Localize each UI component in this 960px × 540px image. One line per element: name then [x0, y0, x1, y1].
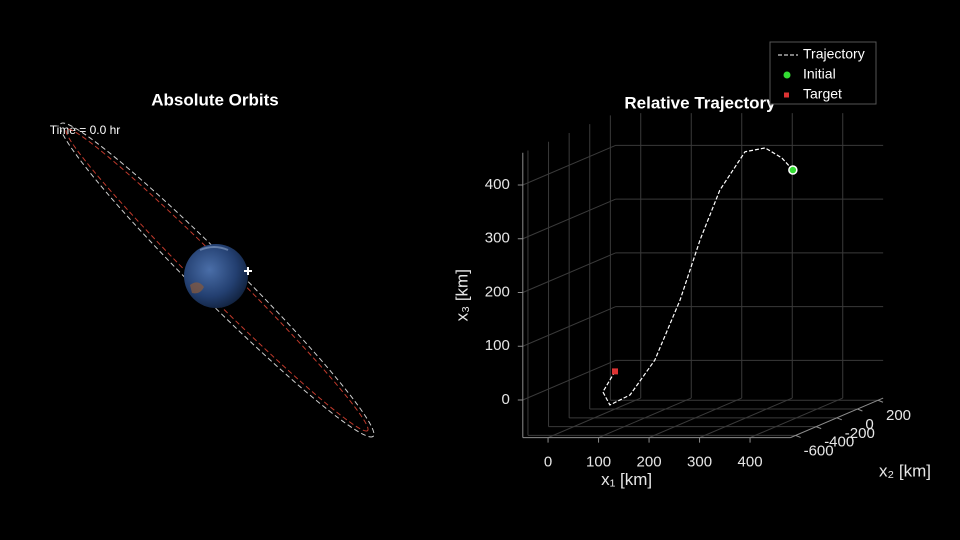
z-tick-label: 200 — [485, 283, 510, 300]
orbit-ellipse — [65, 128, 369, 432]
earth — [184, 244, 248, 308]
legend-swatch — [783, 71, 791, 79]
z-tick-label: 0 — [501, 391, 509, 408]
orbit-panel: Absolute Orbits Time = 0.0 hr — [50, 90, 375, 438]
earth-land — [190, 282, 204, 294]
target-marker — [612, 368, 618, 375]
grid-line — [522, 306, 616, 347]
trajectory-panel: Relative Trajectory 0 100 200 300 400 -600-40… — [452, 93, 931, 489]
legend-swatch — [784, 92, 789, 98]
x-tick-label: 400 — [738, 454, 763, 471]
earth-cloud — [199, 246, 229, 251]
y-tick-label: -600 — [804, 442, 834, 459]
legend-label: Initial — [803, 66, 836, 82]
grid-line — [522, 252, 616, 293]
z-axis-label: x₃ [km] — [452, 269, 471, 321]
grid-line — [522, 359, 616, 401]
y-tick — [836, 417, 842, 421]
x-tick-label: 0 — [544, 454, 552, 471]
grid-line — [522, 198, 616, 240]
legend: Trajectory Initial Target — [769, 41, 877, 105]
y-tick-label: -400 — [824, 434, 854, 451]
z-tick-label: 400 — [485, 176, 510, 193]
satellite — [244, 267, 252, 275]
legend-label: Target — [803, 86, 842, 102]
grid-line — [522, 144, 616, 186]
y-tick — [857, 408, 863, 412]
z-tick-label: 300 — [485, 230, 510, 247]
z-tick-label: 100 — [485, 337, 510, 354]
y-tick — [877, 399, 884, 403]
x-tick-label: 100 — [586, 454, 611, 471]
y-tick — [795, 434, 801, 438]
time-annotation: Time = 0.0 hr — [50, 123, 121, 137]
panel-title: Relative Trajectory — [624, 93, 776, 112]
panel-title: Absolute Orbits — [151, 90, 279, 109]
legend-label: Trajectory — [803, 46, 865, 62]
initial-marker — [788, 165, 798, 175]
y-axis-label: x₂ [km] — [879, 461, 931, 480]
y-tick-label: 0 — [865, 416, 873, 433]
y-tick — [816, 426, 822, 430]
y-tick-label: -200 — [845, 425, 875, 442]
y-tick-label: 200 — [886, 407, 911, 424]
trajectory-line — [602, 147, 794, 406]
x-tick-label: 200 — [637, 454, 662, 471]
x-axis-label: x₁ [km] — [601, 470, 652, 489]
x-tick-label: 300 — [687, 454, 712, 471]
